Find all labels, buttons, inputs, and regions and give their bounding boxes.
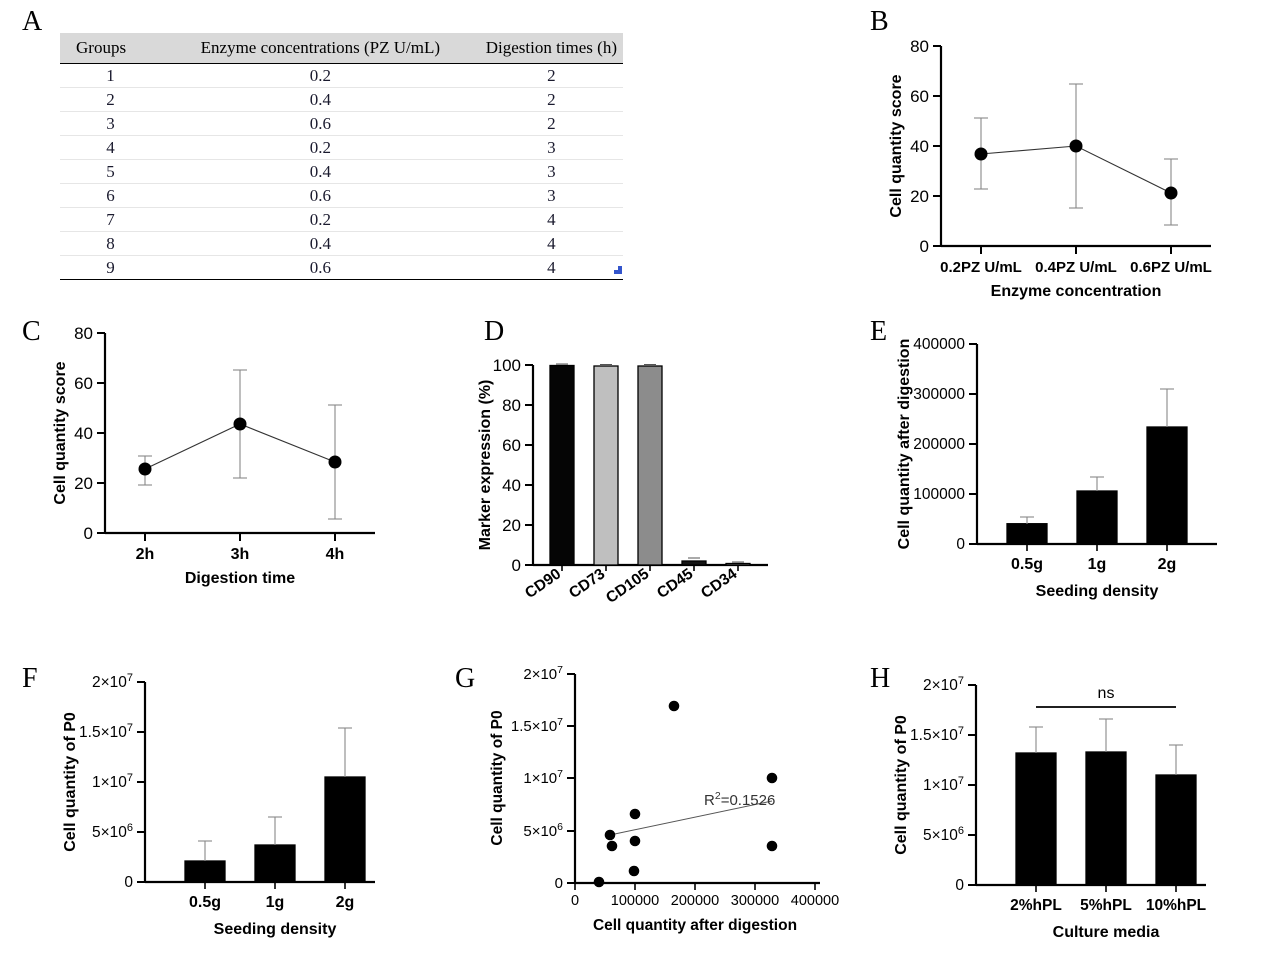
svg-text:3h: 3h (231, 546, 250, 563)
svg-text:Cell quantity of P0: Cell quantity of P0 (62, 712, 79, 852)
svg-text:100000: 100000 (611, 893, 659, 909)
svg-text:Marker expression (%): Marker expression (%) (477, 380, 494, 551)
svg-text:Cell quantity after digestion: Cell quantity after digestion (896, 339, 913, 550)
svg-text:Seeding density: Seeding density (214, 921, 337, 938)
svg-text:80: 80 (910, 37, 929, 56)
svg-text:5%hPL: 5%hPL (1080, 897, 1132, 914)
svg-text:CD105: CD105 (603, 565, 653, 607)
svg-text:20: 20 (502, 516, 521, 535)
svg-text:60: 60 (910, 87, 929, 106)
svg-text:0.2PZ U/mL: 0.2PZ U/mL (940, 259, 1022, 276)
svg-text:Seeding density: Seeding density (1036, 583, 1159, 600)
svg-text:80: 80 (74, 324, 93, 343)
svg-text:1×107: 1×107 (92, 772, 133, 791)
svg-text:2g: 2g (1158, 556, 1177, 573)
svg-text:0: 0 (555, 875, 563, 892)
svg-text:200000: 200000 (671, 893, 719, 909)
svg-text:0.6PZ U/mL: 0.6PZ U/mL (1130, 259, 1212, 276)
svg-text:5×106: 5×106 (92, 822, 133, 841)
svg-text:0: 0 (920, 237, 929, 256)
svg-text:0: 0 (956, 536, 965, 553)
svg-text:CD34: CD34 (698, 565, 741, 602)
svg-text:Cell quantity of P0: Cell quantity of P0 (893, 715, 910, 855)
svg-text:10%hPL: 10%hPL (1146, 897, 1206, 914)
svg-text:0: 0 (124, 874, 133, 891)
svg-text:1g: 1g (266, 894, 285, 911)
svg-text:40: 40 (502, 476, 521, 495)
svg-text:5×106: 5×106 (523, 821, 563, 840)
svg-text:2%hPL: 2%hPL (1010, 897, 1062, 914)
svg-text:CD73: CD73 (566, 565, 609, 602)
svg-text:Cell quantity of P0: Cell quantity of P0 (489, 710, 506, 845)
svg-text:400000: 400000 (791, 893, 839, 909)
svg-text:2×107: 2×107 (92, 672, 133, 691)
svg-text:Cell quantity after digestion: Cell quantity after digestion (593, 917, 797, 934)
svg-text:0: 0 (84, 524, 93, 543)
svg-text:60: 60 (74, 374, 93, 393)
svg-text:0.4PZ U/mL: 0.4PZ U/mL (1035, 259, 1117, 276)
svg-text:200000: 200000 (913, 436, 965, 453)
svg-text:1.5×107: 1.5×107 (511, 716, 563, 735)
svg-text:40: 40 (910, 137, 929, 156)
svg-text:300000: 300000 (731, 893, 779, 909)
svg-text:1×107: 1×107 (523, 768, 563, 787)
svg-text:20: 20 (74, 474, 93, 493)
svg-text:1.5×107: 1.5×107 (910, 725, 964, 744)
svg-text:CD90: CD90 (522, 565, 564, 602)
svg-text:80: 80 (502, 396, 521, 415)
svg-text:2h: 2h (136, 546, 155, 563)
svg-text:2×107: 2×107 (523, 664, 563, 683)
svg-text:60: 60 (502, 436, 521, 455)
svg-text:0.5g: 0.5g (189, 894, 221, 911)
svg-text:ns: ns (1098, 685, 1115, 702)
svg-text:0.5g: 0.5g (1011, 556, 1043, 573)
svg-text:40: 40 (74, 424, 93, 443)
svg-text:CD45: CD45 (654, 565, 697, 602)
svg-text:5×106: 5×106 (923, 825, 964, 844)
svg-text:Digestion time: Digestion time (185, 570, 295, 587)
svg-text:0: 0 (512, 556, 521, 575)
svg-text:2g: 2g (336, 894, 355, 911)
svg-text:1.5×107: 1.5×107 (79, 722, 133, 741)
svg-text:Cell quantity score: Cell quantity score (888, 74, 905, 217)
svg-text:100: 100 (493, 356, 521, 375)
svg-text:100000: 100000 (913, 486, 965, 503)
svg-text:1g: 1g (1088, 556, 1107, 573)
svg-text:0: 0 (955, 877, 964, 894)
svg-text:300000: 300000 (913, 386, 965, 403)
svg-text:2×107: 2×107 (923, 675, 964, 694)
svg-text:Culture media: Culture media (1053, 924, 1160, 941)
svg-text:Cell quantity score: Cell quantity score (52, 361, 69, 504)
svg-text:0: 0 (571, 893, 579, 909)
svg-text:4h: 4h (326, 546, 345, 563)
svg-text:R2=0.1526: R2=0.1526 (704, 790, 775, 809)
svg-text:20: 20 (910, 187, 929, 206)
svg-text:400000: 400000 (913, 336, 965, 353)
svg-text:Enzyme concentration: Enzyme concentration (991, 283, 1162, 300)
svg-text:1×107: 1×107 (923, 775, 964, 794)
